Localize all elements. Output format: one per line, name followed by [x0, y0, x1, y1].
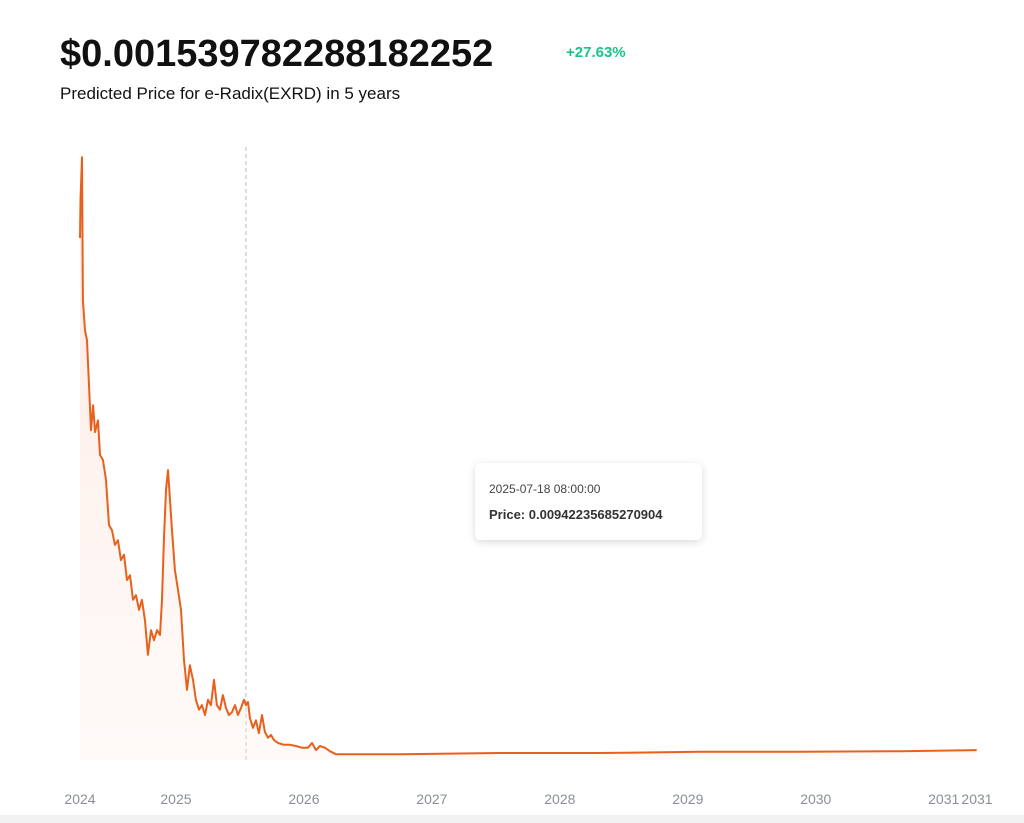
footer-strip: [0, 815, 1024, 823]
x-tick-label: 2031: [928, 791, 959, 807]
price: $0.001539782288182252: [60, 33, 493, 75]
x-tick-label: 2025: [160, 791, 191, 807]
price-change: +27.63%: [566, 44, 626, 61]
tooltip-date: 2025-07-18 08:00:00: [489, 482, 601, 496]
x-tick-label: 2029: [672, 791, 703, 807]
x-tick-label: 2027: [416, 791, 447, 807]
x-tick-label: 2024: [64, 791, 95, 807]
area: [80, 157, 977, 761]
tooltip-box: [475, 463, 702, 540]
x-tick-label: 2028: [544, 791, 575, 807]
subtitle: Predicted Price for e-Radix(EXRD) in 5 y…: [60, 84, 400, 103]
x-tick-label: 2026: [288, 791, 319, 807]
plot-area: 2024 2025 2026 2027 2028 2029 2030 2031 2031: [64, 147, 993, 807]
x-tick-label: 2031: [961, 791, 992, 807]
tooltip-value: Price: 0.00942235685270904: [489, 507, 663, 522]
tooltip: 2025-07-18 08:00:00 Price: 0.00942235685…: [475, 463, 702, 540]
x-tick-label: 2030: [800, 791, 831, 807]
price-line: [79, 156, 977, 756]
